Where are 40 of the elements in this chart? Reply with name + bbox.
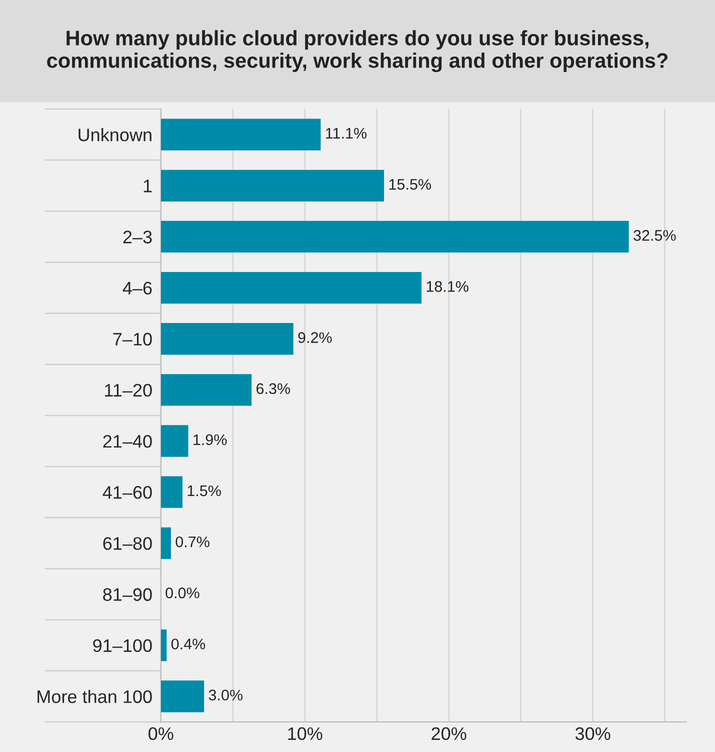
y-tick-label: 81–90 xyxy=(103,588,152,601)
data-label: 32.5% xyxy=(634,230,676,241)
bar xyxy=(160,272,422,304)
y-tick-label: 1 xyxy=(144,180,152,192)
bar xyxy=(160,527,171,559)
bar xyxy=(160,118,321,150)
bar xyxy=(160,476,182,508)
y-tick-label: 4–6 xyxy=(122,282,152,295)
bar xyxy=(160,425,188,457)
y-tick-label: 11–20 xyxy=(105,384,152,397)
data-label: 1.9% xyxy=(194,434,227,446)
y-tick-label: More than 100 xyxy=(38,690,152,704)
bar xyxy=(160,680,204,712)
bar xyxy=(160,374,252,406)
data-label: 6.3% xyxy=(256,383,290,394)
bar xyxy=(160,323,294,355)
y-tick-label: 41–60 xyxy=(102,486,152,499)
y-tick-label: Unknown xyxy=(78,128,152,142)
bar xyxy=(160,629,167,662)
y-tick-label: 2–3 xyxy=(123,230,152,244)
data-label: 9.2% xyxy=(298,332,332,343)
x-tick-label: 30% xyxy=(575,727,610,740)
data-label: 15.5% xyxy=(389,179,431,190)
bar xyxy=(160,170,384,202)
data-label: 0.7% xyxy=(176,536,210,548)
data-label: 0.4% xyxy=(171,638,206,650)
y-tick-label: 21–40 xyxy=(103,434,152,448)
y-tick-label: 61–80 xyxy=(103,537,152,550)
y-tick-label: 91–100 xyxy=(93,639,152,652)
x-tick-label: 0% xyxy=(148,727,174,740)
x-tick-label: 10% xyxy=(288,727,322,740)
data-label: 3.0% xyxy=(208,690,243,700)
data-label: 1.5% xyxy=(188,485,221,496)
chart-title: How many public cloud providers do you use for business, communications, security, work sharing and other operations? xyxy=(47,30,668,72)
x-tick-label: 20% xyxy=(432,727,466,740)
data-label: 0.0% xyxy=(166,588,200,598)
bar xyxy=(160,220,629,253)
y-tick-label: 7–10 xyxy=(113,332,152,346)
data-label: 11.1% xyxy=(326,128,367,139)
data-label: 18.1% xyxy=(426,281,468,292)
